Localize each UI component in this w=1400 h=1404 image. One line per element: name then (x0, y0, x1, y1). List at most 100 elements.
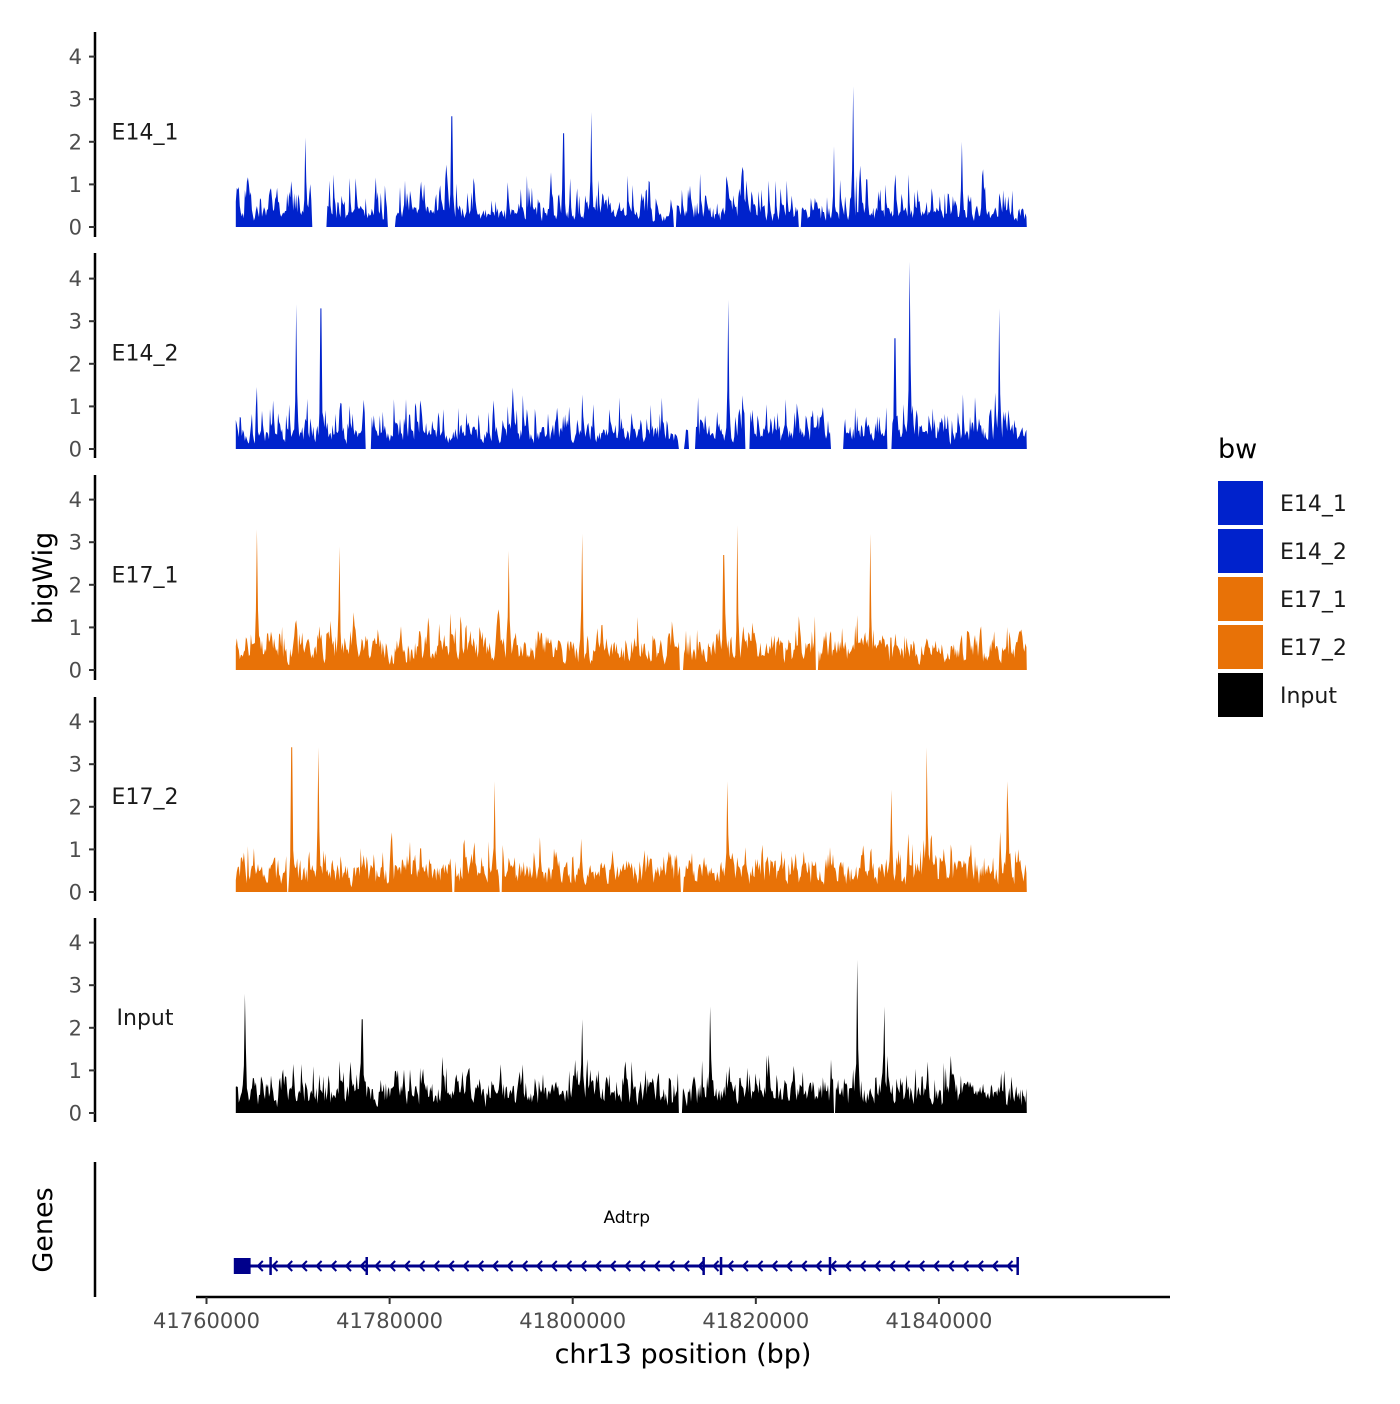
y-tick-label: 0 (69, 438, 82, 462)
track-e17-2: 0 1 2 3 4 E17_2 (69, 697, 1027, 905)
legend-label: E14_2 (1280, 540, 1347, 565)
strand-chevron (756, 1260, 764, 1272)
legend-key-input (1218, 673, 1263, 717)
track-label: Input (117, 1006, 174, 1031)
legend-label: E14_1 (1280, 492, 1347, 517)
strand-chevron (976, 1260, 984, 1272)
legend-key-e17-1 (1218, 577, 1263, 621)
strand-chevron (403, 1260, 411, 1272)
legend-key-e14-2 (1218, 529, 1263, 573)
strand-chevron (300, 1260, 308, 1272)
strand-chevron (991, 1260, 999, 1272)
x-tick-label: 41760000 (153, 1309, 260, 1333)
y-axis-title: bigWig (28, 532, 59, 625)
coverage-area (235, 747, 1027, 892)
y-tick-label: 1 (69, 173, 82, 197)
x-tick-label: 41800000 (519, 1309, 626, 1333)
strand-chevron (462, 1260, 470, 1272)
gene-name-label: Adtrp (603, 1208, 650, 1228)
track-label: E17_2 (112, 785, 179, 810)
y-tick-label: 2 (69, 795, 82, 819)
x-tick-label: 41840000 (885, 1309, 992, 1333)
strand-chevron (506, 1260, 514, 1272)
strand-chevron (476, 1260, 485, 1272)
legend-items: E14_1 E14_2 E17_1 E17_2 Input (1218, 481, 1347, 717)
y-tick-label: 3 (69, 531, 82, 555)
gene-model: Adtrp (233, 1208, 1019, 1275)
y-tick-label: 2 (69, 352, 82, 376)
y-tick-label: 0 (69, 659, 82, 683)
strand-chevron (256, 1260, 264, 1272)
track-label: E17_1 (112, 564, 179, 589)
legend-key-e17-2 (1218, 625, 1263, 669)
strand-chevron (697, 1260, 705, 1272)
coverage-area (235, 525, 1027, 670)
strand-chevron (359, 1260, 367, 1272)
y-tick-label: 4 (69, 488, 82, 512)
coverage-area (235, 86, 1027, 228)
strand-chevron (859, 1260, 867, 1272)
track-e14-2: 0 1 2 3 4 E14_2 (69, 253, 1027, 462)
y-tick-label: 4 (69, 931, 82, 955)
y-tick-label: 2 (69, 573, 82, 597)
y-tick-label: 3 (69, 753, 82, 777)
y-tick-label: 4 (69, 267, 82, 291)
strand-chevron (888, 1260, 896, 1272)
strand-chevron (550, 1260, 558, 1272)
y-tick-label: 1 (69, 395, 82, 419)
strand-chevron (344, 1260, 352, 1272)
strand-chevron (609, 1260, 617, 1272)
strand-chevron (741, 1260, 749, 1272)
genes-panel: Genes Adtrp (28, 1162, 1019, 1297)
y-tick-label: 2 (69, 1016, 82, 1040)
coverage-area (235, 959, 1027, 1113)
strand-chevron (271, 1260, 279, 1272)
x-axis-title: chr13 position (bp) (555, 1339, 812, 1370)
strand-chevron (682, 1260, 690, 1272)
y-tick-label: 0 (69, 881, 82, 905)
strand-chevron (329, 1260, 338, 1272)
strand-chevron (418, 1260, 426, 1272)
coverage-area (235, 261, 1027, 449)
strand-chevron (579, 1260, 587, 1272)
y-tick-label: 3 (69, 974, 82, 998)
track-e14-1: 0 1 2 3 4 E14_1 (69, 32, 1027, 240)
track-label: E14_1 (112, 121, 179, 146)
track-label: E14_2 (112, 342, 179, 367)
strand-chevron (814, 1260, 823, 1272)
strand-chevron (432, 1260, 440, 1272)
strand-chevron (594, 1260, 602, 1272)
genes-axis-title: Genes (28, 1187, 59, 1272)
y-tick-label: 0 (69, 1102, 82, 1126)
exon-block (233, 1258, 251, 1274)
legend-label: E17_2 (1280, 636, 1347, 661)
strand-chevron (623, 1260, 632, 1272)
strand-chevron (315, 1260, 323, 1272)
strand-chevron (535, 1260, 543, 1272)
strand-chevron (726, 1260, 734, 1272)
legend-label: Input (1280, 684, 1337, 709)
strand-chevron (903, 1260, 911, 1272)
strand-chevron (785, 1260, 793, 1272)
strand-chevron (947, 1260, 955, 1272)
strand-chevron (388, 1260, 396, 1272)
x-tick-label: 41780000 (336, 1309, 443, 1333)
y-tick-label: 3 (69, 310, 82, 334)
strand-chevron (712, 1260, 720, 1272)
y-tick-label: 1 (69, 1059, 82, 1083)
strand-chevron (491, 1260, 499, 1272)
strand-chevron (653, 1260, 661, 1272)
y-tick-label: 4 (69, 710, 82, 734)
y-tick-label: 2 (69, 130, 82, 154)
strand-chevron (373, 1260, 382, 1272)
x-axis: 41760000 41780000 41800000 41820000 41840000… (153, 1295, 1170, 1370)
track-input: 0 1 2 3 4 Input (69, 918, 1027, 1126)
strand-chevron (932, 1260, 940, 1272)
coverage-tracks: 0 1 2 3 4 E14_1 0 1 2 3 4 E14_2 0 1 2 3 4 E17_1 0 1 2 3 4 E17_2… (69, 32, 1027, 1126)
strand-chevron (873, 1260, 881, 1272)
strand-chevron (520, 1260, 529, 1272)
y-tick-label: 3 (69, 88, 82, 112)
strand-chevron (800, 1260, 808, 1272)
strand-chevron (917, 1260, 926, 1272)
